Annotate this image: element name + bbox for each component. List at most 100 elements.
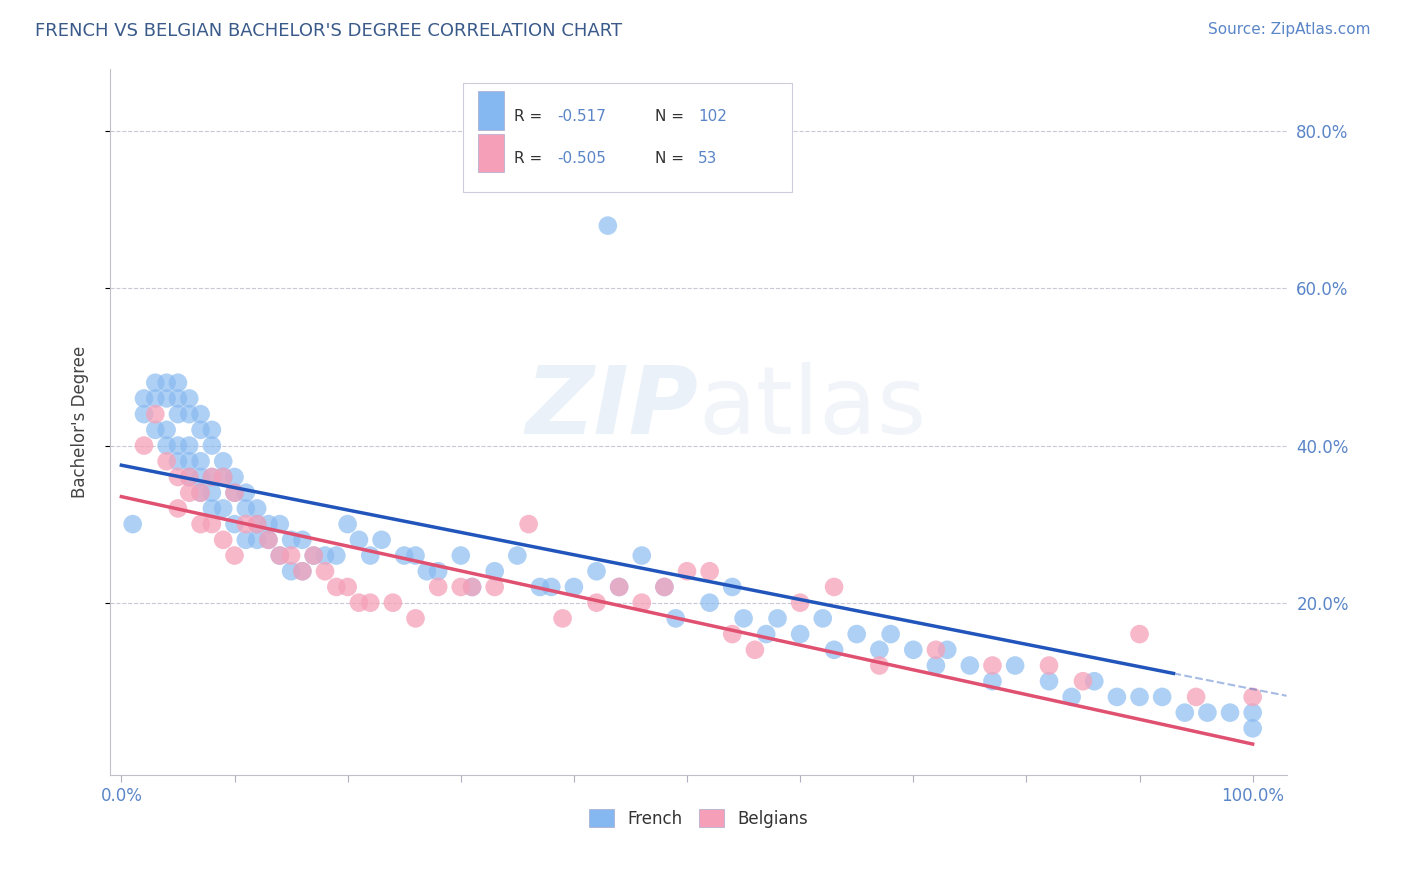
Point <box>167 439 190 453</box>
Point <box>1152 690 1174 704</box>
Point <box>450 549 472 563</box>
Point <box>789 627 811 641</box>
Point <box>190 407 212 421</box>
Point <box>585 564 607 578</box>
Point <box>257 517 280 532</box>
Point <box>811 611 834 625</box>
Point <box>427 564 450 578</box>
Point <box>484 580 506 594</box>
Point <box>132 439 155 453</box>
Point <box>562 580 585 594</box>
Point <box>529 580 551 594</box>
Point <box>235 501 257 516</box>
Point <box>201 501 224 516</box>
Point <box>959 658 981 673</box>
Point <box>903 642 925 657</box>
Point <box>370 533 392 547</box>
Point <box>167 392 190 406</box>
Point <box>201 485 224 500</box>
Point <box>179 392 201 406</box>
Point <box>201 517 224 532</box>
Point <box>925 642 948 657</box>
Point <box>212 454 235 468</box>
Point <box>257 533 280 547</box>
Point <box>427 580 450 594</box>
Text: N =: N = <box>655 152 683 166</box>
Text: ZIP: ZIP <box>526 362 699 454</box>
Point <box>540 580 562 594</box>
Point <box>280 549 302 563</box>
Point <box>235 485 257 500</box>
Point <box>167 376 190 390</box>
Point <box>1105 690 1128 704</box>
Point <box>1128 627 1150 641</box>
Text: R =: R = <box>513 152 541 166</box>
Bar <box>478 91 505 130</box>
Text: Source: ZipAtlas.com: Source: ZipAtlas.com <box>1208 22 1371 37</box>
Point <box>347 596 370 610</box>
Point <box>190 517 212 532</box>
Point <box>280 564 302 578</box>
Point <box>325 549 347 563</box>
Point <box>325 580 347 594</box>
Point <box>246 501 269 516</box>
Point <box>1128 690 1150 704</box>
Point <box>212 470 235 484</box>
Point <box>721 580 744 594</box>
Text: FRENCH VS BELGIAN BACHELOR'S DEGREE CORRELATION CHART: FRENCH VS BELGIAN BACHELOR'S DEGREE CORR… <box>35 22 623 40</box>
Point <box>517 517 540 532</box>
Point <box>156 439 179 453</box>
Text: -0.517: -0.517 <box>557 109 606 124</box>
Bar <box>478 134 505 172</box>
Point <box>676 564 699 578</box>
Point <box>699 564 721 578</box>
Text: atlas: atlas <box>699 362 927 454</box>
Point <box>121 517 143 532</box>
Text: 102: 102 <box>699 109 727 124</box>
Point <box>291 564 314 578</box>
Point <box>235 533 257 547</box>
Point <box>132 392 155 406</box>
Text: R =: R = <box>513 109 541 124</box>
Point <box>868 658 890 673</box>
Point <box>551 611 574 625</box>
Point <box>823 642 845 657</box>
Point <box>224 470 246 484</box>
Point <box>224 485 246 500</box>
Point <box>879 627 901 641</box>
Point <box>744 642 766 657</box>
Point <box>450 580 472 594</box>
Point <box>302 549 325 563</box>
Point <box>280 533 302 547</box>
Point <box>167 470 190 484</box>
Point <box>190 454 212 468</box>
Point <box>654 580 676 594</box>
Point <box>585 596 607 610</box>
Point <box>212 501 235 516</box>
Point <box>1004 658 1026 673</box>
Point <box>766 611 789 625</box>
Point <box>936 642 959 657</box>
Point <box>1241 722 1264 736</box>
Point <box>359 549 381 563</box>
Point <box>484 564 506 578</box>
Point <box>823 580 845 594</box>
Point <box>336 517 359 532</box>
Point <box>190 485 212 500</box>
Point <box>224 549 246 563</box>
Point <box>246 517 269 532</box>
Point <box>167 454 190 468</box>
Point <box>201 439 224 453</box>
Point <box>1174 706 1197 720</box>
Point <box>156 423 179 437</box>
Point <box>314 564 336 578</box>
Point <box>179 454 201 468</box>
Point <box>224 517 246 532</box>
Point <box>721 627 744 641</box>
Point <box>1038 658 1060 673</box>
Point <box>156 454 179 468</box>
Point <box>733 611 755 625</box>
Point <box>246 517 269 532</box>
Point <box>630 596 652 610</box>
Point <box>1197 706 1219 720</box>
